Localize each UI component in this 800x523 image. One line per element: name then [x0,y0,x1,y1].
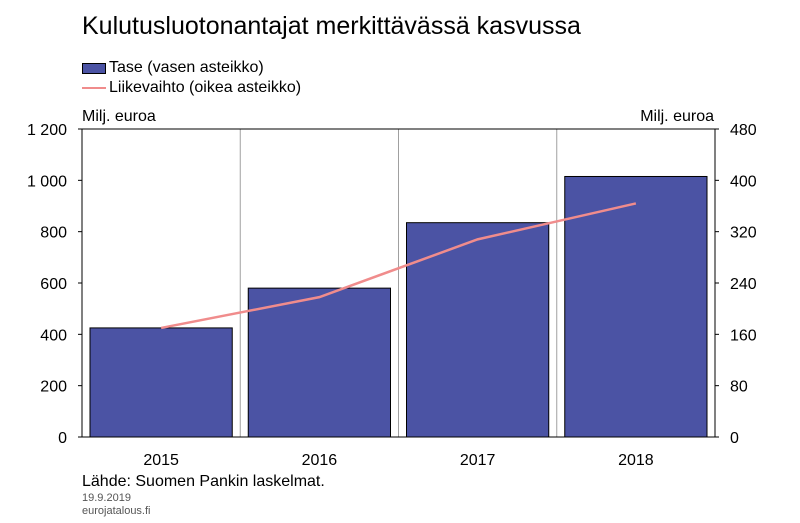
right-axis-unit: Milj. euroa [640,108,714,125]
legend-item-balance: Tase (vasen asteikko) [82,58,264,78]
chart-title: Kulutusluotonantajat merkittävässä kasvu… [82,12,581,40]
left-axis-tick-label: 800 [40,225,67,242]
x-axis-tick-label: 2017 [460,452,496,469]
right-axis-tick-label: 240 [730,276,757,293]
legend-item-turnover: Liikevaihto (oikea asteikko) [82,78,301,98]
legend-swatch-line [82,87,106,89]
bar-2015 [89,327,233,438]
left-axis-tick-label: 0 [58,430,67,447]
source-note: Lähde: Suomen Pankin laskelmat. [82,473,325,490]
right-axis-tick-label: 320 [730,225,757,242]
legend-label-turnover: Liikevaihto (oikea asteikko) [109,79,302,96]
right-axis-tick-label: 80 [730,379,748,396]
legend-swatch-bar [82,62,106,74]
right-axis-tick-label: 480 [730,122,757,139]
left-axis-tick-label: 400 [40,327,67,344]
left-axis-tick-label: 1 200 [27,122,67,139]
right-axis-tick-label: 0 [730,430,739,447]
site-name: eurojatalous.fi [82,505,151,517]
bar-2017 [406,222,550,438]
left-axis-tick-label: 200 [40,379,67,396]
publish-date: 19.9.2019 [82,492,131,504]
turnover-line [160,202,637,330]
x-axis-tick-label: 2018 [618,452,654,469]
right-axis-tick-label: 400 [730,173,757,190]
right-axis-tick-label: 160 [730,327,757,344]
left-axis-unit: Milj. euroa [82,108,156,125]
legend-label-balance: Tase (vasen asteikko) [109,59,264,76]
left-axis-tick-label: 600 [40,276,67,293]
x-axis-tick-label: 2016 [302,452,338,469]
x-axis-tick-label: 2015 [143,452,179,469]
bar-2016 [247,287,391,438]
left-axis-tick-label: 1 000 [27,173,67,190]
bar-2018 [564,175,708,438]
